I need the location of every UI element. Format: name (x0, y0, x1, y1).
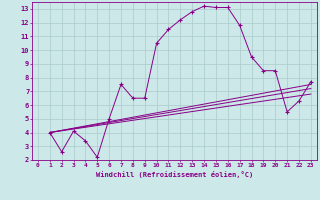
X-axis label: Windchill (Refroidissement éolien,°C): Windchill (Refroidissement éolien,°C) (96, 171, 253, 178)
